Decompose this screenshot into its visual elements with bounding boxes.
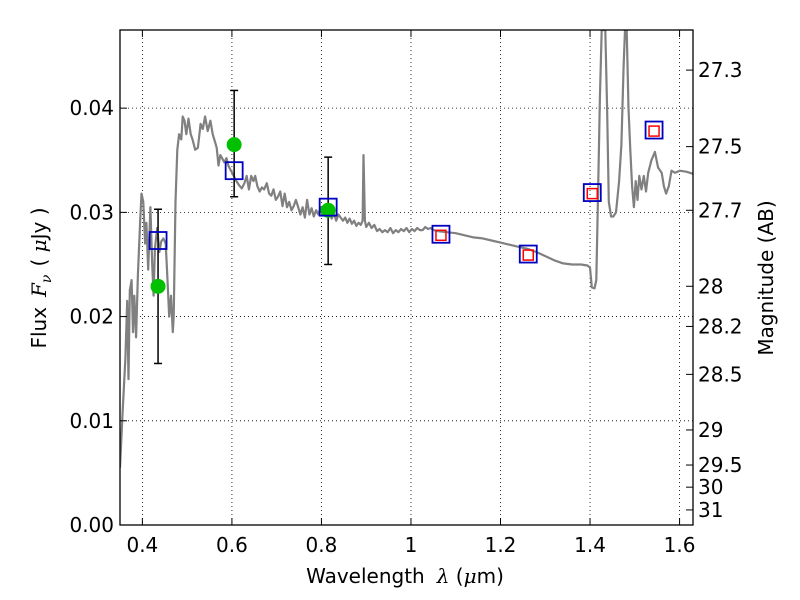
blue-square-marker xyxy=(518,244,538,264)
x-tick-label: 1.4 xyxy=(574,533,606,557)
red-square-marker xyxy=(435,229,447,242)
plot-area xyxy=(120,30,693,468)
y-tick-label: 0.01 xyxy=(69,409,114,433)
y2-tick-label: 27.7 xyxy=(698,198,743,222)
y2-tick-label: 28.2 xyxy=(698,314,743,338)
blue-square-marker xyxy=(148,231,168,250)
y2-tick-label: 27.3 xyxy=(698,58,743,82)
blue-square-marker xyxy=(318,197,338,217)
x-tick-label: 1 xyxy=(405,533,418,557)
y2-tick-label: 28.5 xyxy=(698,362,743,386)
green-point xyxy=(226,137,242,153)
y-axis-label: FluxFν( μJy ) xyxy=(27,207,55,348)
red-square-marker xyxy=(648,125,660,137)
y2-tick-label: 29 xyxy=(698,418,723,442)
green-point xyxy=(150,278,166,294)
y2-tick-label: 27.5 xyxy=(698,135,743,159)
blue-square-marker xyxy=(431,224,451,244)
x-tick-label: 0.8 xyxy=(306,533,338,557)
y2-tick-label: 31 xyxy=(698,498,723,522)
y2-axis-label: Magnitude (AB) xyxy=(754,200,778,355)
green-point xyxy=(320,202,336,218)
ticks: 0.4 0.6 0.8 1 1.2 1.4 1.6 0.00 0.01 0.02 0.03 0.04 2… xyxy=(69,30,743,557)
blue-square-marker xyxy=(224,161,244,181)
y-tick-label: 0.03 xyxy=(69,200,114,224)
sed-model-line xyxy=(120,30,693,468)
axes-frame xyxy=(119,29,694,526)
y-tick-label: 0.00 xyxy=(69,513,114,537)
x-axis-label: Wavelength λ (μm) xyxy=(306,564,504,588)
x-tick-label: 1.6 xyxy=(664,533,696,557)
grid xyxy=(120,30,693,526)
x-tick-label: 1.2 xyxy=(485,533,517,557)
x-tick-label: 0.4 xyxy=(126,533,158,557)
y-tick-label: 0.02 xyxy=(69,305,114,329)
y-tick-label: 0.04 xyxy=(69,96,114,120)
y2-tick-label: 29.5 xyxy=(698,453,743,477)
y2-tick-label: 30 xyxy=(698,475,723,499)
red-square-marker xyxy=(522,249,535,261)
red-square-marker xyxy=(586,187,599,200)
blue-square-marker xyxy=(582,183,602,202)
y2-tick-label: 28 xyxy=(698,274,723,298)
x-tick-label: 0.6 xyxy=(216,533,248,557)
blue-square-marker xyxy=(644,120,664,140)
